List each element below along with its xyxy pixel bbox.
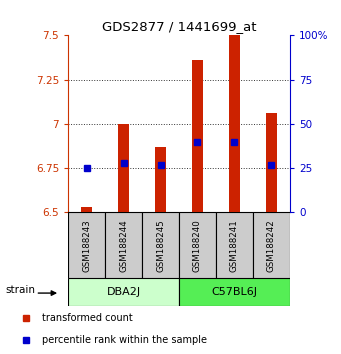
Text: transformed count: transformed count	[42, 313, 133, 324]
Bar	[68, 278, 179, 306]
Bar	[68, 212, 105, 278]
Bar	[81, 207, 92, 212]
Title: GDS2877 / 1441699_at: GDS2877 / 1441699_at	[102, 20, 256, 33]
Bar	[118, 124, 129, 212]
Bar	[179, 212, 216, 278]
Text: strain: strain	[5, 285, 35, 295]
Text: GSM188245: GSM188245	[156, 219, 165, 272]
Text: GSM188243: GSM188243	[82, 219, 91, 272]
Text: C57BL6J: C57BL6J	[211, 287, 257, 297]
Bar	[142, 212, 179, 278]
Text: GSM188242: GSM188242	[267, 219, 276, 272]
Text: percentile rank within the sample: percentile rank within the sample	[42, 335, 207, 345]
Bar	[179, 278, 290, 306]
Text: GSM188240: GSM188240	[193, 219, 202, 272]
Text: GSM188241: GSM188241	[230, 219, 239, 272]
Bar	[155, 147, 166, 212]
Bar	[266, 113, 277, 212]
Bar	[229, 35, 240, 212]
Text: DBA2J: DBA2J	[106, 287, 141, 297]
Bar	[253, 212, 290, 278]
Bar	[216, 212, 253, 278]
Bar	[105, 212, 142, 278]
Bar	[192, 60, 203, 212]
Text: GSM188244: GSM188244	[119, 219, 128, 272]
